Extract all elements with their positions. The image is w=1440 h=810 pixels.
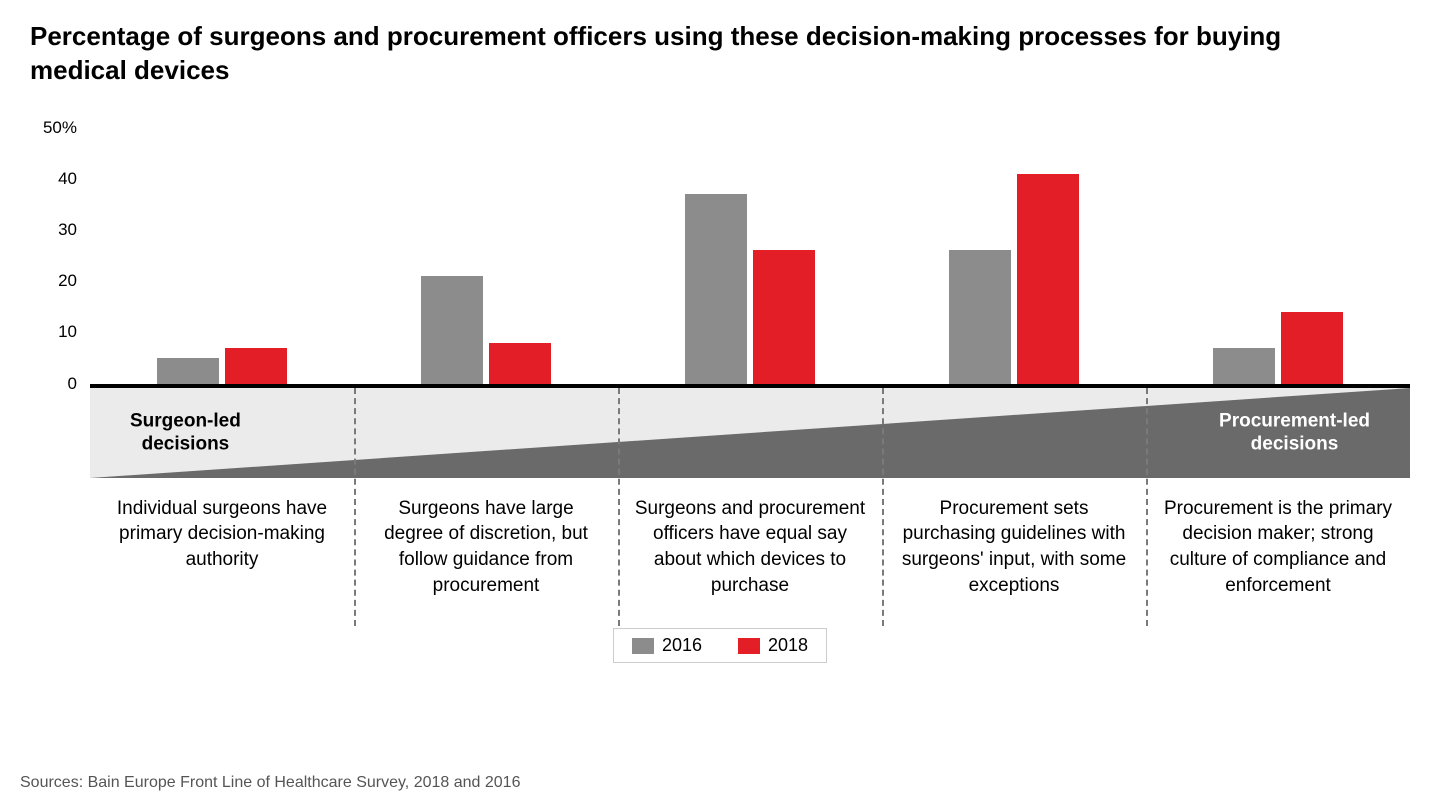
y-tick: 10 [58, 322, 77, 342]
category-label: Individual surgeons have primary decisio… [90, 496, 354, 599]
bar [753, 250, 815, 383]
category-separator [618, 388, 620, 626]
y-tick: 0 [68, 374, 77, 394]
source-note: Sources: Bain Europe Front Line of Healt… [20, 774, 520, 792]
category-label: Surgeons and procurement officers have e… [618, 496, 882, 599]
bars-grid [90, 128, 1410, 384]
bar [949, 250, 1011, 383]
category-label: Procurement sets purchasing guidelines w… [882, 496, 1146, 599]
legend-item: 2016 [632, 635, 702, 656]
category-label: Surgeons have large degree of discretion… [354, 496, 618, 599]
legend-label: 2016 [662, 635, 702, 656]
legend-label: 2018 [768, 635, 808, 656]
bar-group [882, 128, 1146, 384]
spectrum-right-label: Procurement-leddecisions [1219, 409, 1370, 457]
bar-group [90, 128, 354, 384]
category-label: Procurement is the primary decision make… [1146, 496, 1410, 599]
bar [157, 358, 219, 384]
bar-group [354, 128, 618, 384]
category-separator [1146, 388, 1148, 626]
chart-title: Percentage of surgeons and procurement o… [30, 20, 1330, 88]
y-tick: 20 [58, 271, 77, 291]
chart-container: 01020304050% Surgeon-leddecisions Procur… [30, 128, 1410, 664]
spectrum-band: Surgeon-leddecisions Procurement-leddeci… [90, 388, 1410, 478]
bar [225, 348, 287, 384]
bar-group [1146, 128, 1410, 384]
spectrum-wedge [90, 388, 1410, 478]
legend-item: 2018 [738, 635, 808, 656]
bar [1213, 348, 1275, 384]
chart-plot-area: 01020304050% [90, 128, 1410, 388]
legend: 2016 2018 [613, 628, 827, 663]
category-separator [882, 388, 884, 626]
y-tick: 50% [43, 118, 77, 138]
bar [1281, 312, 1343, 384]
y-axis: 01020304050% [30, 128, 85, 384]
y-tick: 30 [58, 220, 77, 240]
below-axis: Surgeon-leddecisions Procurement-leddeci… [90, 388, 1410, 599]
spectrum-left-label: Surgeon-leddecisions [130, 409, 241, 457]
category-labels-row: Individual surgeons have primary decisio… [90, 496, 1410, 599]
bar [1017, 174, 1079, 384]
bar [685, 194, 747, 383]
bar [421, 276, 483, 384]
legend-swatch [738, 638, 760, 654]
y-tick: 40 [58, 169, 77, 189]
legend-swatch [632, 638, 654, 654]
bar [489, 343, 551, 384]
bar-group [618, 128, 882, 384]
category-separator [354, 388, 356, 626]
